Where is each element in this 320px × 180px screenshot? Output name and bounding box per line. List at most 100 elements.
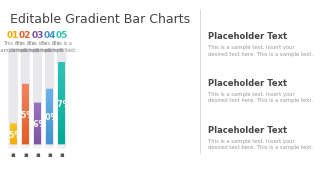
Bar bbox=[46, 104, 53, 105]
Bar bbox=[22, 131, 29, 133]
FancyBboxPatch shape bbox=[57, 48, 66, 148]
Bar bbox=[58, 109, 65, 110]
Bar bbox=[10, 126, 17, 127]
Bar bbox=[34, 119, 41, 120]
Bar bbox=[34, 141, 41, 142]
Bar bbox=[58, 137, 65, 139]
Bar bbox=[10, 125, 17, 126]
Bar bbox=[58, 73, 65, 74]
FancyBboxPatch shape bbox=[57, 48, 66, 62]
Bar bbox=[34, 116, 41, 117]
Text: This is a sample text. Insert your
desired text here. This is a sample text.: This is a sample text. Insert your desir… bbox=[208, 139, 313, 150]
Bar bbox=[34, 130, 41, 131]
Bar bbox=[34, 145, 41, 146]
FancyBboxPatch shape bbox=[9, 48, 18, 148]
Bar bbox=[10, 140, 17, 141]
Bar bbox=[22, 86, 29, 87]
Bar bbox=[58, 134, 65, 136]
Bar bbox=[34, 109, 41, 110]
Bar bbox=[10, 130, 17, 131]
Bar bbox=[58, 74, 65, 76]
Bar bbox=[22, 132, 29, 134]
Bar bbox=[22, 128, 29, 129]
Bar bbox=[46, 103, 53, 104]
Text: This is a sample text. Insert your
desired text here. This is a sample text.: This is a sample text. Insert your desir… bbox=[208, 45, 313, 57]
Bar bbox=[58, 83, 65, 84]
Bar bbox=[34, 103, 41, 104]
Bar bbox=[58, 143, 65, 145]
Bar bbox=[58, 91, 65, 93]
Bar bbox=[34, 118, 41, 119]
Bar bbox=[34, 125, 41, 126]
Bar bbox=[10, 131, 17, 132]
Bar bbox=[58, 100, 65, 102]
Bar bbox=[58, 96, 65, 97]
Bar bbox=[10, 139, 17, 140]
Text: ▪: ▪ bbox=[60, 152, 64, 158]
Bar bbox=[58, 66, 65, 67]
Text: 87%: 87% bbox=[52, 100, 71, 109]
Bar bbox=[10, 126, 17, 127]
Bar bbox=[46, 129, 53, 130]
FancyBboxPatch shape bbox=[33, 48, 42, 103]
Bar bbox=[58, 97, 65, 99]
Bar bbox=[10, 142, 17, 143]
Bar bbox=[22, 137, 29, 138]
Bar bbox=[34, 119, 41, 120]
Bar bbox=[22, 101, 29, 103]
Bar bbox=[46, 140, 53, 142]
Bar bbox=[46, 126, 53, 127]
Bar bbox=[22, 122, 29, 123]
FancyBboxPatch shape bbox=[21, 48, 30, 84]
Bar bbox=[10, 128, 17, 129]
Bar bbox=[46, 120, 53, 121]
Bar bbox=[46, 109, 53, 110]
Bar bbox=[22, 83, 29, 84]
Bar bbox=[34, 122, 41, 123]
Bar bbox=[58, 117, 65, 119]
Bar bbox=[22, 142, 29, 143]
Bar bbox=[34, 112, 41, 113]
Bar bbox=[34, 123, 41, 124]
Bar bbox=[58, 142, 65, 143]
Bar bbox=[22, 113, 29, 114]
Bar bbox=[46, 123, 53, 124]
Bar bbox=[22, 85, 29, 86]
Bar bbox=[34, 133, 41, 134]
Bar bbox=[10, 143, 17, 144]
Bar bbox=[22, 136, 29, 137]
Bar bbox=[46, 89, 53, 90]
Bar bbox=[10, 132, 17, 133]
Bar bbox=[22, 98, 29, 99]
Bar bbox=[58, 86, 65, 87]
Bar bbox=[46, 131, 53, 132]
Bar bbox=[10, 131, 17, 132]
Bar bbox=[22, 112, 29, 113]
Bar bbox=[34, 136, 41, 137]
Bar bbox=[22, 115, 29, 116]
Bar bbox=[10, 141, 17, 142]
Bar bbox=[34, 102, 41, 103]
Bar bbox=[22, 94, 29, 95]
Bar bbox=[10, 134, 17, 135]
Text: This is a
sample text.: This is a sample text. bbox=[22, 41, 53, 53]
Bar bbox=[10, 145, 17, 146]
Bar bbox=[58, 119, 65, 120]
Text: Placeholder Text: Placeholder Text bbox=[208, 79, 287, 88]
Bar bbox=[58, 70, 65, 71]
Text: 60%: 60% bbox=[41, 113, 59, 122]
Bar bbox=[46, 90, 53, 91]
Bar bbox=[34, 108, 41, 109]
Bar bbox=[58, 122, 65, 123]
Bar bbox=[46, 134, 53, 135]
Bar bbox=[10, 136, 17, 137]
Bar bbox=[34, 128, 41, 129]
Bar bbox=[46, 143, 53, 145]
Bar bbox=[10, 138, 17, 139]
Bar bbox=[34, 124, 41, 125]
Text: 01: 01 bbox=[7, 31, 19, 40]
Bar bbox=[34, 104, 41, 105]
Bar bbox=[34, 138, 41, 139]
Bar bbox=[10, 123, 17, 124]
Bar bbox=[46, 121, 53, 122]
